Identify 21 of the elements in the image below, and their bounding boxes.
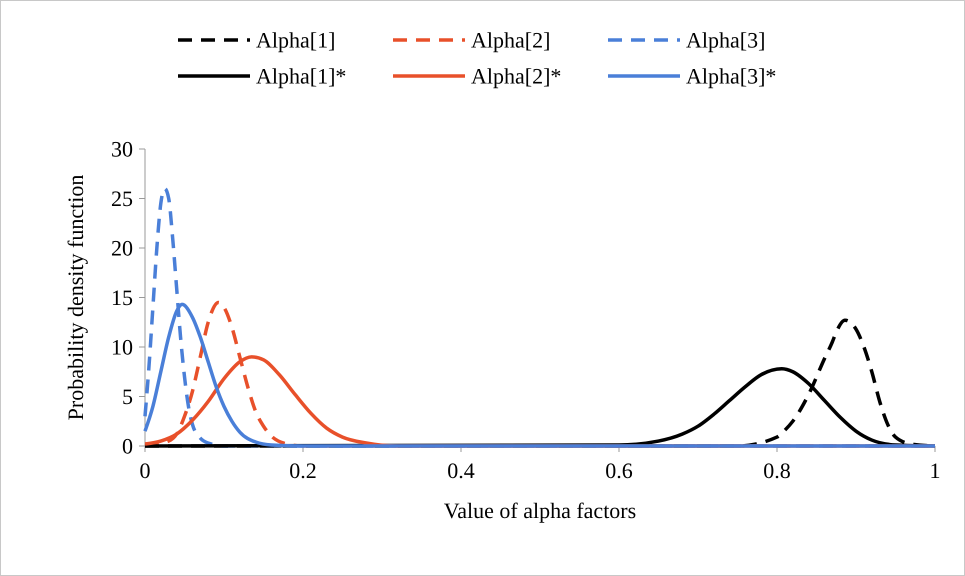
y-tick-label: 30 bbox=[111, 136, 133, 162]
y-tick-label: 25 bbox=[111, 186, 133, 212]
legend-label: Alpha[2]* bbox=[471, 64, 562, 89]
x-tick-label: 0.8 bbox=[763, 458, 791, 483]
legend-label: Alpha[3] bbox=[686, 28, 766, 53]
x-axis-title: Value of alpha factors bbox=[444, 498, 636, 523]
legend-label: Alpha[1]* bbox=[256, 64, 346, 89]
y-tick-label: 0 bbox=[122, 434, 133, 459]
y-tick-label: 20 bbox=[111, 236, 133, 261]
y-tick-label: 15 bbox=[111, 285, 133, 310]
legend-label: Alpha[3]* bbox=[686, 64, 776, 89]
legend-label: Alpha[1] bbox=[256, 28, 336, 53]
x-tick-label: 0 bbox=[140, 458, 150, 483]
y-tick-label: 5 bbox=[122, 384, 133, 410]
x-tick-label: 1 bbox=[930, 458, 940, 483]
y-tick-label: 10 bbox=[111, 334, 133, 360]
y-axis-title: Probability density function bbox=[63, 174, 88, 420]
x-tick-label: 0.4 bbox=[447, 458, 475, 483]
x-tick-label: 0.6 bbox=[605, 458, 633, 483]
x-tick-label: 0.2 bbox=[289, 458, 317, 483]
legend-label: Alpha[2] bbox=[471, 28, 550, 53]
